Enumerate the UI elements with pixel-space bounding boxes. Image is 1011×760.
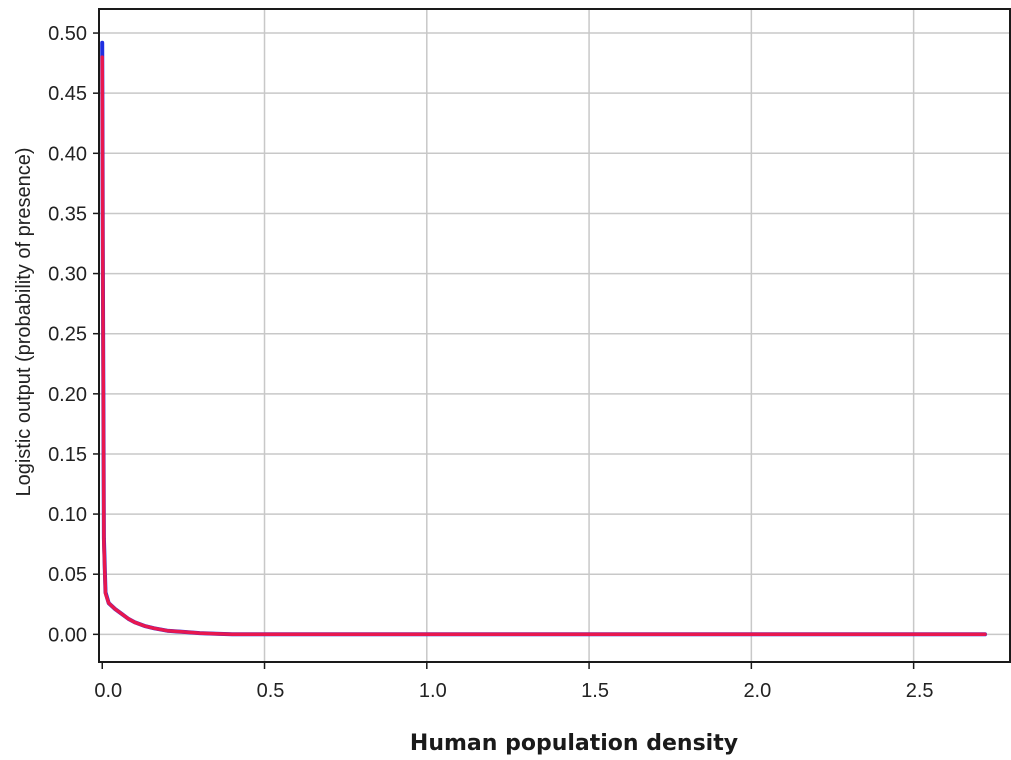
series-line (100, 40, 987, 637)
y-tick-label: 0.40 (48, 143, 87, 165)
y-axis-label: Logistic output (probability of presence… (13, 147, 35, 496)
x-tick-label: 2.0 (743, 680, 771, 702)
y-tick-label: 0.05 (48, 564, 87, 586)
x-tick-label: 1.5 (581, 680, 609, 702)
y-tick-label: 0.45 (48, 83, 87, 105)
y-tick-label: 0.50 (48, 23, 87, 45)
y-tick-label: 0.15 (48, 444, 87, 466)
x-tick-label: 0.0 (94, 680, 122, 702)
y-tick-label: 0.10 (48, 504, 87, 526)
series-layer (100, 40, 987, 637)
x-axis-label: Human population density (410, 731, 738, 756)
x-tick-label: 0.5 (257, 680, 285, 702)
plot-frame (98, 8, 1011, 663)
series-line (100, 55, 987, 637)
y-tick-label: 0.20 (48, 384, 87, 406)
grid (99, 9, 1011, 662)
ticks: 0.0 0.5 1.0 1.5 2.0 2.5 0.00 0.05 0.10 0.15 0.20 0.… (48, 23, 933, 702)
x-tick-label: 1.0 (419, 680, 447, 702)
x-tick-label: 2.5 (906, 680, 934, 702)
y-tick-label: 0.30 (48, 264, 87, 286)
y-tick-label: 0.00 (48, 624, 87, 646)
y-tick-label: 0.35 (48, 203, 87, 225)
y-tick-label: 0.25 (48, 324, 87, 346)
